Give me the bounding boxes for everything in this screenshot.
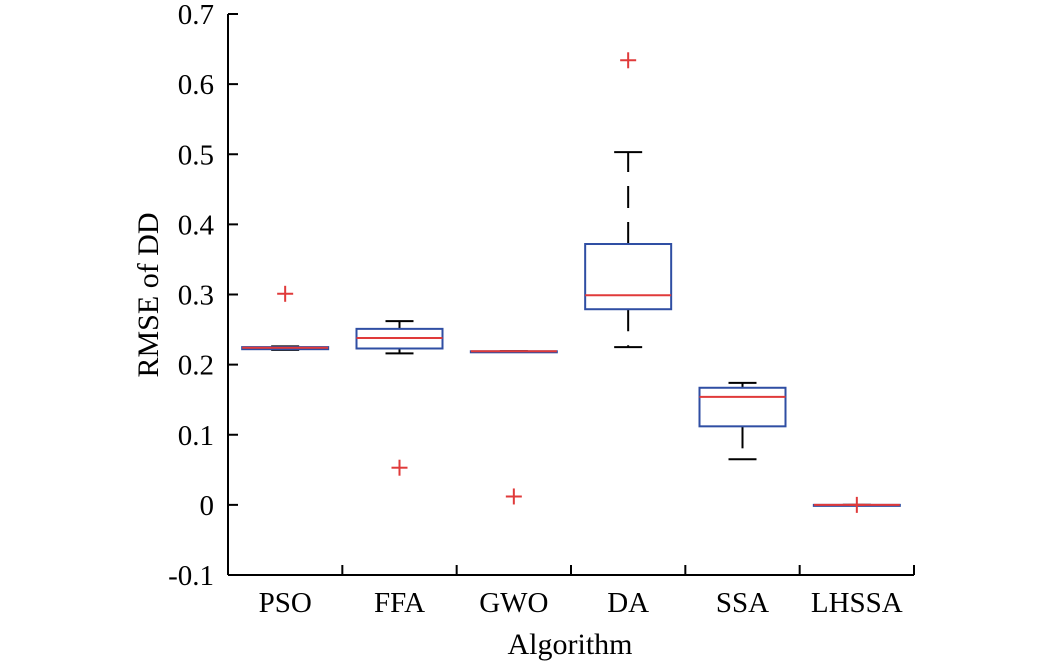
x-tick-label: LHSSA xyxy=(811,587,903,619)
x-ticks: PSO FFA GWO DA SSA LHSSA xyxy=(227,565,915,619)
y-tick-label: 0.1 xyxy=(178,420,214,452)
y-tick-label: 0.6 xyxy=(178,69,214,101)
y-tick-label: 0.7 xyxy=(178,0,214,31)
x-tick-label: PSO xyxy=(259,587,312,619)
outlier-marker xyxy=(620,52,637,69)
y-ticks: -0.1 0 0.1 0.2 0.3 0.4 0.5 0.6 0.7 xyxy=(168,0,238,592)
box-group-ffa xyxy=(355,320,444,476)
box-group-gwo xyxy=(469,350,558,505)
y-axis-title: RMSE of DD xyxy=(132,212,165,377)
x-tick-label: DA xyxy=(607,587,649,619)
box-group-lhssa xyxy=(812,496,901,513)
box-group-da xyxy=(584,52,673,349)
outlier-marker xyxy=(277,285,294,302)
box-group-pso xyxy=(241,285,330,351)
x-axis-title: Algorithm xyxy=(508,628,633,661)
outlier-marker xyxy=(848,496,865,513)
x-tick-label: GWO xyxy=(479,587,548,619)
outlier-marker xyxy=(391,459,408,476)
boxes xyxy=(241,52,901,513)
x-tick-label: FFA xyxy=(374,587,425,619)
y-tick-label: -0.1 xyxy=(168,560,214,592)
box-iqr xyxy=(698,386,787,428)
x-tick-label: SSA xyxy=(716,587,769,619)
box-iqr xyxy=(584,243,673,311)
y-tick-label: 0.3 xyxy=(178,280,214,312)
box-group-ssa xyxy=(698,381,787,461)
outlier-marker xyxy=(505,488,522,505)
y-tick-label: 0 xyxy=(200,490,215,522)
y-tick-label: 0.5 xyxy=(178,139,214,171)
plot-area: -0.1 0 0.1 0.2 0.3 0.4 0.5 0.6 0.7 PSO FFA GWO DA SS… xyxy=(168,0,915,619)
y-tick-label: 0.4 xyxy=(178,209,215,241)
y-tick-label: 0.2 xyxy=(178,350,214,382)
